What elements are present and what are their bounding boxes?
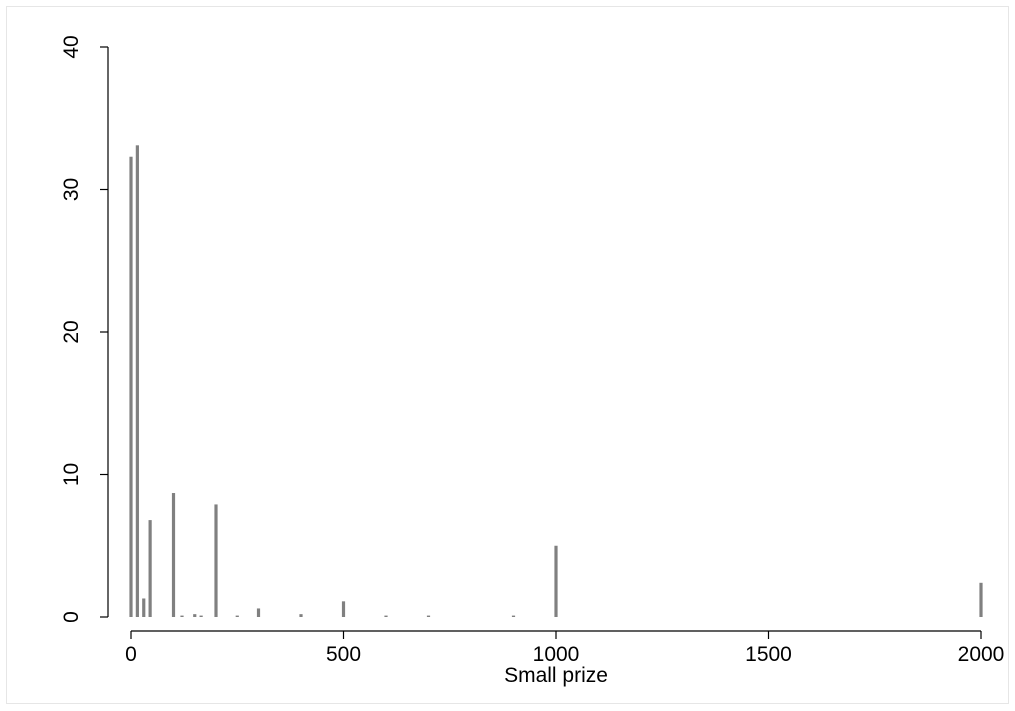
bar xyxy=(193,614,197,617)
y-tick-label: 0 xyxy=(60,611,83,623)
x-tick-label: 1000 xyxy=(533,643,580,666)
y-ticks-group: 0 10 20 30 40 xyxy=(60,35,108,623)
bar xyxy=(199,615,203,617)
x-tick-label: 500 xyxy=(326,643,361,666)
bar xyxy=(180,615,184,617)
bar xyxy=(214,504,218,617)
bar xyxy=(426,615,431,617)
x-tick-label: 0 xyxy=(125,643,137,666)
bar xyxy=(129,156,133,618)
x-tick-label: 2000 xyxy=(958,643,1005,666)
bar xyxy=(235,615,239,617)
bar xyxy=(171,493,176,617)
bar xyxy=(979,582,983,617)
bar xyxy=(135,145,139,617)
bar xyxy=(341,601,346,617)
x-tick-label: 1500 xyxy=(745,643,792,666)
bar xyxy=(554,545,558,617)
y-tick-label: 20 xyxy=(60,320,83,343)
bar xyxy=(148,520,152,617)
bar xyxy=(142,598,146,617)
x-ticks-group: 0 500 1000 1500 2000 xyxy=(125,631,1004,666)
y-tick-label: 40 xyxy=(60,35,83,58)
bar xyxy=(511,615,516,617)
bar xyxy=(256,608,261,617)
x-axis-title: Small prize xyxy=(504,664,608,687)
y-tick-label: 10 xyxy=(60,463,83,486)
bar xyxy=(384,615,388,617)
bars-group xyxy=(129,145,983,618)
y-tick-label: 30 xyxy=(60,178,83,201)
bar xyxy=(299,614,303,617)
